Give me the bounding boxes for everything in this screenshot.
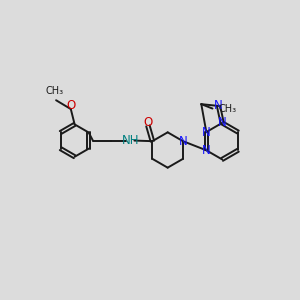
Text: CH₃: CH₃ <box>219 103 237 114</box>
Text: N: N <box>178 135 187 148</box>
Text: N: N <box>214 99 223 112</box>
Text: N: N <box>202 125 211 139</box>
Text: O: O <box>66 99 75 112</box>
Text: CH₃: CH₃ <box>46 86 64 96</box>
Text: N: N <box>202 144 211 157</box>
Text: N: N <box>218 116 226 129</box>
Text: NH: NH <box>122 134 139 147</box>
Text: O: O <box>143 116 153 128</box>
